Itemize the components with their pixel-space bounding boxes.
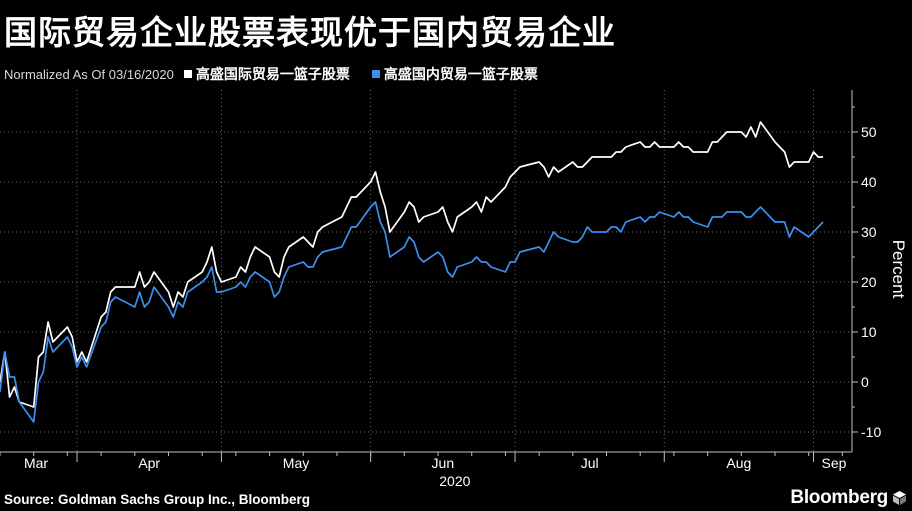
x-year-label: 2020 (439, 473, 470, 489)
x-tick-label: Aug (726, 455, 751, 471)
y-tick-label: -10 (861, 424, 881, 440)
legend-label-domestic: 高盛国内贸易一篮子股票 (383, 67, 538, 83)
x-tick-label: Apr (138, 455, 160, 471)
y-tick-label: 20 (861, 274, 877, 290)
x-tick-label: Jun (432, 455, 455, 471)
source-note: Source: Goldman Sachs Group Inc., Bloomb… (4, 492, 311, 507)
legend-label-international: 高盛国际贸易一篮子股票 (195, 67, 350, 83)
y-tick-label: 30 (861, 224, 877, 240)
chart-title: 国际贸易企业股票表现优于国内贸易企业 (4, 13, 616, 52)
x-axis: Mar Apr May Jun Jul Aug Sep 2020 (0, 451, 852, 489)
y-tick-label: 50 (861, 124, 877, 140)
bloomberg-cube-icon (893, 491, 906, 505)
y-tick-label: 0 (861, 374, 869, 390)
legend-swatch-international (183, 70, 192, 78)
x-tick-label: Mar (24, 455, 48, 471)
x-tick-label: Sep (822, 455, 847, 471)
x-tick-label: May (283, 455, 309, 471)
legend-swatch-domestic (371, 70, 380, 78)
series-line-domestic (0, 201, 824, 423)
y-axis: -10 0 10 20 30 40 50 (851, 90, 881, 452)
y-axis-label: Percent (889, 240, 908, 299)
legend-item-domestic: 高盛国内贸易一篮子股票 (371, 64, 538, 84)
y-tick-label: 10 (861, 324, 877, 340)
series-lines (0, 121, 824, 423)
grid-lines (0, 90, 852, 452)
normalization-note: Normalized As Of 03/16/2020 (4, 66, 174, 82)
chart-legend: Normalized As Of 03/16/2020 高盛国际贸易一篮子股票 … (4, 64, 538, 84)
x-tick-label: Jul (581, 455, 599, 471)
y-tick-label: 40 (861, 174, 877, 190)
series-line-international (0, 121, 824, 408)
legend-item-international: 高盛国际贸易一篮子股票 (183, 64, 350, 84)
bloomberg-logo: Bloomberg (790, 487, 888, 508)
